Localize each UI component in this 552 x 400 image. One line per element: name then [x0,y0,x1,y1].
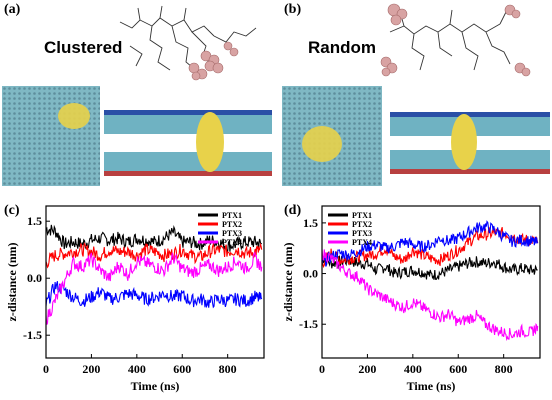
legend-label-ptx1: PTX1 [352,211,372,220]
x-tick-label: 0 [43,362,49,376]
series-line-ptx4 [322,249,539,342]
legend-label-ptx4: PTX4 [352,238,372,247]
chart-d-z-distance: 0 200 400 600 800 1.5 0.0 -1.5 Time (ns) z-distan… [281,205,541,393]
clustered-side-view-snapshot [104,110,272,176]
x-axis-label: Time (ns) [131,379,180,393]
series-line-ptx1 [46,224,263,254]
clustered-dendrimer-structure [119,5,257,81]
x-tick-label: 200 [82,362,100,376]
legend-label-ptx1: PTX1 [222,211,242,220]
panel-label-d: (d) [284,203,302,218]
random-side-view-snapshot [390,112,550,174]
x-tick-label: 600 [449,362,467,376]
x-tick-label: 0 [319,362,325,376]
legend-label-ptx4: PTX4 [222,238,242,247]
random-title: Random [308,38,376,57]
chart-c-z-distance: 0 200 400 600 800 1.5 0.0 -1.5 Time (ns) z-distan… [5,205,265,393]
panel-label-b: (b) [284,2,302,17]
series-line-ptx3 [46,281,263,309]
x-tick-label: 400 [128,362,146,376]
y-tick-label: 0.0 [27,271,42,285]
series-line-ptx3 [322,220,539,267]
panel-label-a: (a) [4,2,21,17]
x-tick-label: 400 [404,362,422,376]
panel-label-c: (c) [4,203,20,218]
legend-label-ptx3: PTX3 [352,229,372,238]
y-axis-label: z-distance (nm) [5,243,19,322]
random-top-view-snapshot [282,86,382,186]
legend-label-ptx2: PTX2 [352,220,372,229]
y-tick-label: -1.5 [23,328,42,342]
x-tick-label: 600 [173,362,191,376]
series-line-ptx4 [46,251,263,325]
y-tick-label: 0.0 [303,267,318,281]
plot-frame [45,205,265,359]
x-axis-label: Time (ns) [407,379,456,393]
random-dendrimer-structure [380,3,531,77]
y-tick-label: 1.5 [303,216,318,230]
clustered-title: Clustered [44,38,123,57]
legend-label-ptx3: PTX3 [222,229,242,238]
x-tick-label: 200 [358,362,376,376]
y-tick-label: -1.5 [299,317,318,331]
x-tick-label: 800 [495,362,513,376]
x-tick-label: 800 [219,362,237,376]
plot-frame [321,205,541,359]
series-line-ptx1 [322,254,538,280]
y-axis-label: z-distance (nm) [281,243,295,322]
clustered-top-view-snapshot [2,86,100,186]
y-tick-label: 1.5 [27,214,42,228]
series-line-ptx2 [46,242,263,269]
legend-label-ptx2: PTX2 [222,220,242,229]
